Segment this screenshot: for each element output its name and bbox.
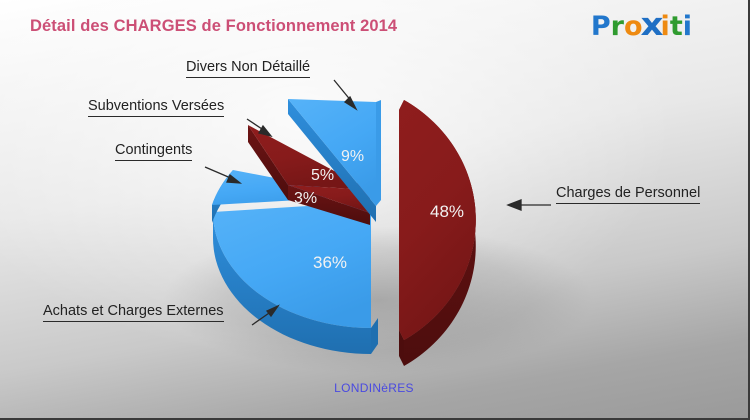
logo-letter-t: t bbox=[669, 11, 683, 42]
callout-charges-de-personnel: Charges de Personnel bbox=[556, 185, 701, 205]
value-label-charges-de-personnel: 48% bbox=[430, 202, 465, 221]
logo-letter-i2: i bbox=[682, 11, 692, 42]
arrowhead-achats bbox=[265, 304, 280, 318]
logo-letter-x: x bbox=[640, 7, 664, 43]
commune-name: LONDINèRES bbox=[334, 381, 414, 395]
slice-charges-de-personnel[interactable] bbox=[399, 100, 476, 366]
proxiti-logo[interactable]: Proxiti bbox=[591, 10, 692, 41]
slice-achats-et-charges-externes[interactable] bbox=[213, 202, 378, 354]
arrowhead-divers bbox=[343, 95, 358, 111]
arrowhead-contingents bbox=[226, 173, 243, 184]
value-label-subventions-versees: 5% bbox=[311, 167, 335, 184]
callout-achats-et-charges-externes: Achats et Charges Externes bbox=[43, 303, 224, 323]
callout-subventions-versees: Subventions Versées bbox=[88, 98, 225, 118]
logo-letter-p: P bbox=[590, 11, 611, 42]
slice-divers-non-detaille[interactable] bbox=[288, 99, 381, 222]
logo-letter-i1: i bbox=[660, 11, 670, 42]
callout-contingents: Contingents bbox=[115, 142, 193, 162]
leader-contingents bbox=[204, 166, 234, 180]
logo-letter-o: o bbox=[623, 11, 643, 42]
arrowhead-personnel bbox=[506, 199, 522, 211]
arrowhead-subventions bbox=[258, 124, 273, 138]
value-label-divers-non-detaille: 9% bbox=[341, 148, 365, 165]
value-label-achats-et-charges-externes: 36% bbox=[313, 253, 348, 272]
callout-leaders bbox=[204, 79, 551, 326]
page-title: Détail des CHARGES de Fonctionnement 201… bbox=[30, 17, 398, 35]
callout-divers-non-detaille: Divers Non Détaillé bbox=[186, 59, 311, 79]
logo-letter-r: r bbox=[610, 11, 624, 42]
value-label-contingents: 3% bbox=[294, 190, 318, 207]
